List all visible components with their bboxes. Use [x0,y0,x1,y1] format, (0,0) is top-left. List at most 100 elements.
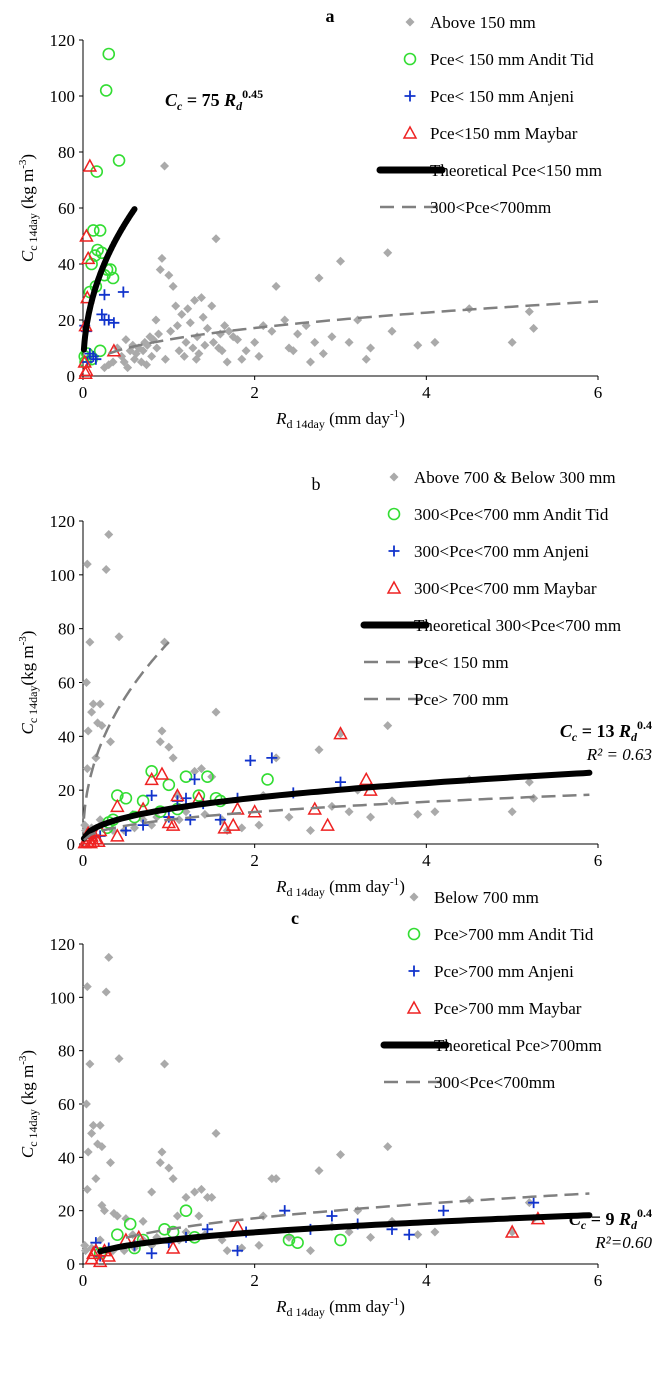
panel-a: 0 20 40 60 80 100 120 0 2 4 6 Rd 14day (mm day-1) Cc… [17,6,602,431]
legend-swatch [404,90,416,102]
legend-label: 300<Pce<700 mm Maybar [414,579,597,598]
data-point [174,815,184,825]
data-point [266,752,278,764]
data-point [504,1224,520,1238]
data-point [88,699,98,709]
legend-label: Pce>700 mm Maybar [434,999,582,1018]
series-line-1 [125,1192,590,1239]
y-tick-label: 20 [58,311,75,330]
data-point [95,699,105,709]
data-point [214,814,226,826]
legend-label: Pce>700 mm Anjeni [434,962,574,981]
data-point [90,1237,102,1249]
panel-b: 0 20 40 60 80 100 120 0 2 4 6 Rd 14day (mm day-1) Cc… [17,468,652,899]
data-point [81,678,91,687]
legend-label: Pce< 150 mm Anjeni [430,87,574,106]
legend-swatch [388,545,400,557]
data-point [93,224,107,237]
data-point [524,307,534,317]
legend-label: Above 700 & Below 300 mm [414,468,616,487]
data-point [184,814,196,826]
legend-item: Above 150 mm [405,13,536,32]
y-axis-label: Cc 14day (kg m-3) [17,154,40,262]
panel-label: a [326,6,335,26]
data-point [87,1128,97,1138]
data-point [154,766,170,780]
y-tick-label: 120 [50,31,76,50]
series-line-1 [82,641,170,819]
data-point [254,351,264,361]
data-point [92,1253,108,1268]
data-point [165,817,181,831]
legend-label: Pce< 150 mm Andit Tid [430,50,594,69]
r-squared-label: R²=0.60 [594,1233,652,1252]
data-point [383,721,393,731]
data-point [196,1184,206,1194]
legend-label: Theoretical Pce>700mm [434,1036,602,1055]
data-point [181,337,191,347]
data-point [101,564,111,574]
data-point [157,1147,167,1157]
data-point [142,360,152,370]
panel-label: c [291,908,299,928]
data-point [88,1120,98,1130]
data-point [168,1174,178,1184]
data-point [366,812,376,822]
data-point [202,323,212,333]
data-point [152,812,162,822]
data-point [334,1233,347,1247]
legend-item: Theoretical Pce>700mm [380,1036,602,1055]
x-tick-label: 6 [594,851,603,870]
data-point [336,256,345,266]
data-point [82,1184,92,1194]
legend-label: Pce>700 mm Andit Tid [434,925,594,944]
data-point [233,335,242,345]
y-tick-label: 40 [58,727,75,746]
data-point [138,1216,148,1226]
data-point [336,1150,345,1160]
data-point [183,304,193,314]
data-point [200,340,210,350]
data-point [174,346,184,356]
data-point [119,357,129,367]
legend-item: 300<Pce<700mm [384,1073,555,1092]
data-point [164,742,174,752]
y-tick-label: 100 [50,566,76,585]
data-point [82,559,92,569]
data-point [114,1054,124,1064]
data-point [413,1230,423,1240]
data-point [192,789,206,802]
x-tick-label: 0 [79,851,88,870]
data-point [387,796,397,806]
data-point [528,1197,540,1209]
data-point [90,353,102,365]
data-point [110,828,125,842]
data-point [318,349,328,359]
data-point [314,745,324,755]
legend-item: Pce<150 mm Maybar [402,124,578,143]
data-point [119,791,133,805]
legend-item: 300<Pce<700 mm Maybar [386,579,597,598]
data-point [188,343,198,353]
legend-item: Theoretical Pce<150 mm [376,161,602,180]
data-point [201,1223,213,1235]
data-point [430,807,440,817]
data-point [179,351,189,361]
series-line-0 [80,769,593,842]
data-point [157,726,167,736]
data-point [160,1059,170,1069]
data-point [109,1208,119,1218]
data-point [160,161,170,171]
legend-swatch [389,472,399,482]
data-point [224,326,234,336]
x-tick-label: 4 [422,1271,431,1290]
data-point [157,253,167,263]
x-tick-label: 4 [422,851,431,870]
data-point [172,1211,182,1221]
y-tick-label: 20 [58,1202,75,1221]
data-point [333,726,348,740]
data-point [82,982,92,992]
legend-label: Below 700 mm [434,888,539,907]
data-point [196,764,206,774]
data-point [190,295,200,305]
